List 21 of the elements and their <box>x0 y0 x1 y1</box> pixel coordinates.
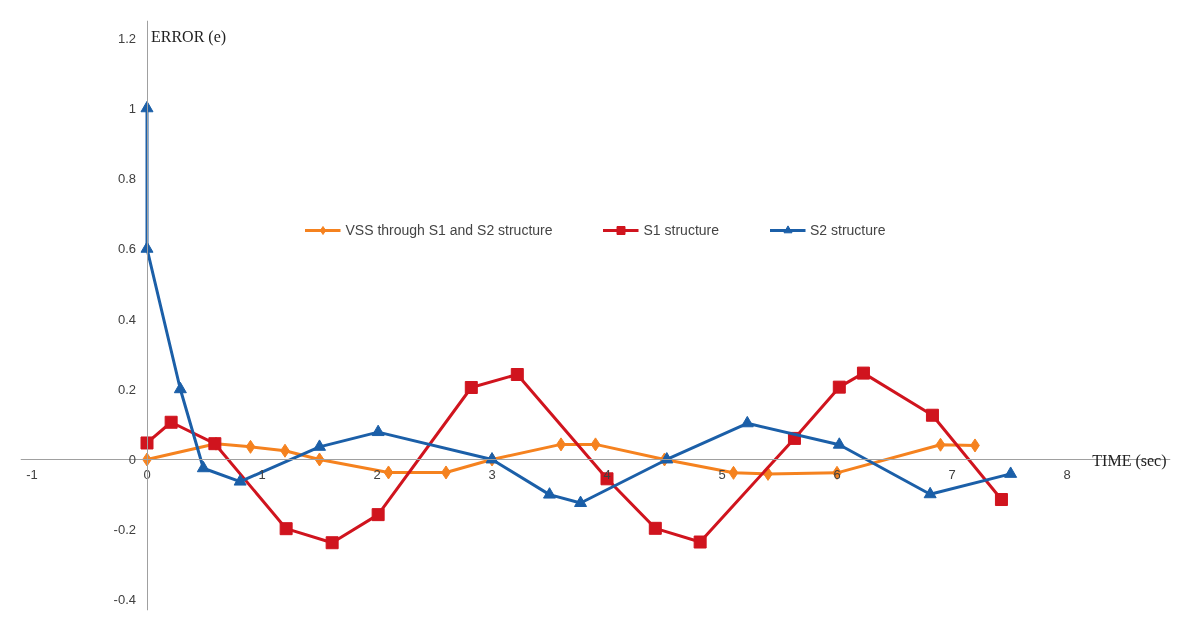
y-tick-label: 0.8 <box>117 171 137 187</box>
x-tick-label: -1 <box>26 467 38 483</box>
y-tick-label: -0.4 <box>113 592 137 608</box>
x-tick-label: 5 <box>718 467 726 483</box>
x-tick-label: 8 <box>1063 467 1071 483</box>
y-tick-label: -0.2 <box>113 522 137 538</box>
y-tick-label: 0 <box>128 451 136 467</box>
legend-label: S2 structure <box>810 222 886 238</box>
x-tick-label: 7 <box>948 467 956 483</box>
legend-label: S1 structure <box>643 222 720 238</box>
y-tick-label: 0.4 <box>117 311 137 327</box>
x-tick-label: 4 <box>603 467 611 483</box>
y-axis-title: ERROR (e) <box>151 27 227 46</box>
legend-label: VSS through S1 and S2 structure <box>345 222 553 238</box>
y-tick-label: 1.2 <box>117 30 137 46</box>
x-tick-label: 3 <box>488 467 496 483</box>
y-tick-label: 0.2 <box>117 381 137 397</box>
x-tick-label: 2 <box>373 467 381 483</box>
x-axis-title: TIME (sec) <box>1092 452 1167 471</box>
y-tick-label: 1 <box>128 100 136 116</box>
y-tick-label: 0.6 <box>117 241 137 257</box>
